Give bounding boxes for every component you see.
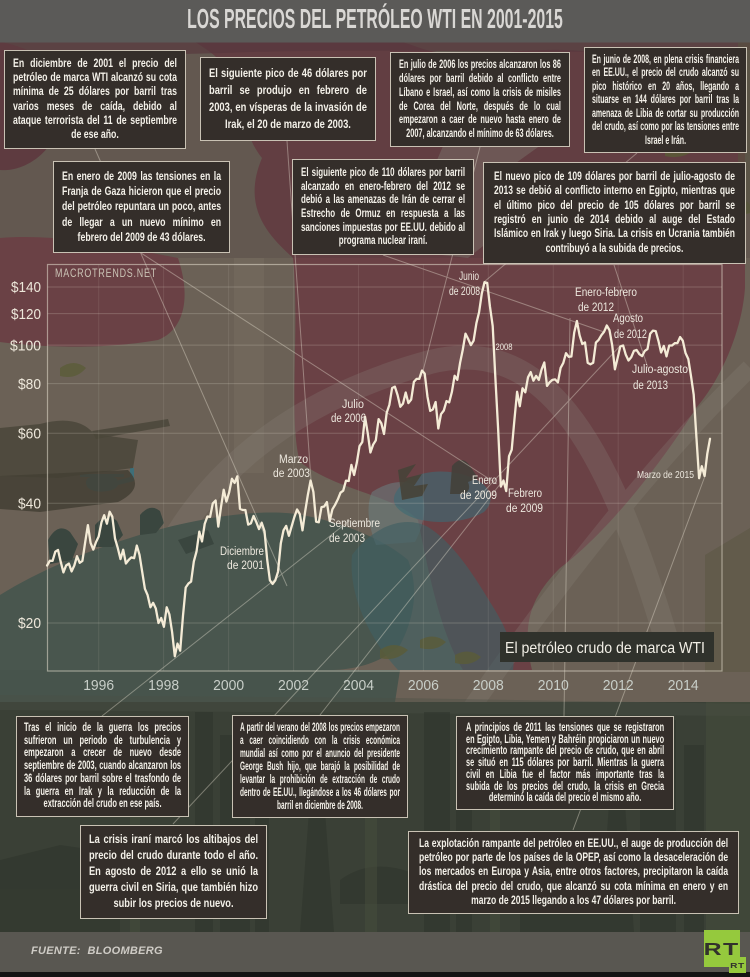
svg-text:2000: 2000 <box>213 678 244 694</box>
svg-text:de 2013: de 2013 <box>633 380 668 392</box>
svg-text:2002: 2002 <box>278 678 309 694</box>
svg-text:de 2012: de 2012 <box>578 302 614 314</box>
svg-text:$120: $120 <box>11 306 41 323</box>
svg-text:2010: 2010 <box>538 678 569 694</box>
svg-text:2006: 2006 <box>408 678 439 694</box>
svg-text:Julio: Julio <box>342 399 364 411</box>
svg-text:Agosto: Agosto <box>613 313 643 325</box>
svg-text:Septiembre: Septiembre <box>329 518 380 530</box>
svg-text:Junio: Junio <box>459 271 479 283</box>
svg-text:$20: $20 <box>18 615 41 632</box>
svg-text:2004: 2004 <box>343 678 374 694</box>
svg-text:de 2003: de 2003 <box>273 468 310 480</box>
svg-text:$140: $140 <box>11 279 41 296</box>
svg-text:El petróleo crudo de marca WTI: El petróleo crudo de marca WTI <box>505 640 705 657</box>
svg-text:de 2009: de 2009 <box>506 503 543 515</box>
svg-text:de 2003: de 2003 <box>329 533 365 545</box>
svg-text:$80: $80 <box>18 376 41 393</box>
svg-text:Julio-agosto: Julio-agosto <box>632 364 688 376</box>
svg-text:Marzo: Marzo <box>279 454 308 466</box>
svg-text:Marzo de 2015: Marzo de 2015 <box>637 469 694 481</box>
svg-text:1996: 1996 <box>83 678 114 694</box>
svg-text:de 2012: de 2012 <box>614 329 647 341</box>
svg-text:de 2006: de 2006 <box>331 413 366 425</box>
svg-text:Enero: Enero <box>472 475 497 487</box>
svg-text:2014: 2014 <box>668 678 699 694</box>
svg-text:1998: 1998 <box>148 678 179 694</box>
svg-text:2008: 2008 <box>496 342 513 353</box>
svg-text:MACROTRENDS.NET: MACROTRENDS.NET <box>55 268 157 280</box>
svg-text:de 2008: de 2008 <box>449 286 480 298</box>
svg-text:2012: 2012 <box>603 678 634 694</box>
svg-text:de 2001: de 2001 <box>227 560 264 572</box>
svg-text:Enero-febrero: Enero-febrero <box>575 287 637 299</box>
svg-text:$40: $40 <box>18 496 41 513</box>
svg-text:de 2009: de 2009 <box>460 490 497 502</box>
svg-text:2008: 2008 <box>473 678 504 694</box>
svg-text:$100: $100 <box>10 337 41 354</box>
svg-text:Diciembre: Diciembre <box>220 546 264 558</box>
svg-text:$60: $60 <box>18 426 41 443</box>
svg-text:Febrero: Febrero <box>508 488 542 500</box>
